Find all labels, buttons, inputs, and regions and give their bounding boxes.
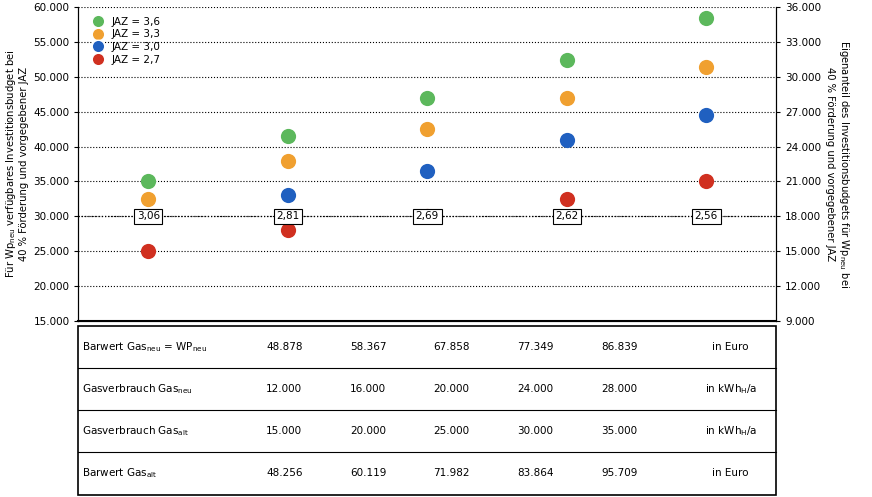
- Point: [281, 191, 295, 199]
- Text: 58.367: 58.367: [350, 341, 386, 352]
- Point: [420, 94, 434, 102]
- Point: [699, 111, 713, 119]
- Text: Gasverbrauch Gas$_{\mathsf{alt}}$: Gasverbrauch Gas$_{\mathsf{alt}}$: [82, 424, 189, 438]
- Text: 35.000: 35.000: [601, 426, 637, 436]
- Point: [560, 136, 574, 144]
- Text: 20.000: 20.000: [433, 384, 470, 394]
- Text: 3,06: 3,06: [137, 211, 160, 221]
- Text: Barwert Gas$_{\mathsf{alt}}$: Barwert Gas$_{\mathsf{alt}}$: [82, 467, 157, 480]
- Text: 71.982: 71.982: [433, 468, 470, 479]
- Text: 2,62: 2,62: [555, 211, 578, 221]
- Point: [141, 247, 155, 255]
- Text: 12.000: 12.000: [266, 384, 303, 394]
- Text: in kWh$_{\mathsf{H}}$/a: in kWh$_{\mathsf{H}}$/a: [705, 424, 757, 438]
- Text: 60.119: 60.119: [350, 468, 386, 479]
- Point: [281, 157, 295, 165]
- Text: 30.000: 30.000: [517, 426, 554, 436]
- Point: [420, 125, 434, 133]
- Point: [560, 94, 574, 102]
- Y-axis label: Für Wp$_\mathsf{neu}$ verfügbares Investitionsbudget bei
40 % Förderung und vorg: Für Wp$_\mathsf{neu}$ verfügbares Invest…: [3, 50, 29, 278]
- Text: in Euro: in Euro: [712, 341, 749, 352]
- Text: 67.858: 67.858: [433, 341, 470, 352]
- Point: [420, 212, 434, 220]
- Point: [699, 14, 713, 22]
- Point: [560, 195, 574, 203]
- Text: Gasverbrauch Gas$_{\mathsf{neu}}$: Gasverbrauch Gas$_{\mathsf{neu}}$: [82, 382, 193, 396]
- Legend: JAZ = 3,6, JAZ = 3,3, JAZ = 3,0, JAZ = 2,7: JAZ = 3,6, JAZ = 3,3, JAZ = 3,0, JAZ = 2…: [84, 12, 165, 69]
- Text: Barwert Gas$_{\mathsf{neu}}$ = WP$_{\mathsf{neu}}$: Barwert Gas$_{\mathsf{neu}}$ = WP$_{\mat…: [82, 340, 207, 353]
- Text: 28.000: 28.000: [601, 384, 637, 394]
- Text: 2,69: 2,69: [416, 211, 439, 221]
- Point: [699, 177, 713, 185]
- Point: [141, 212, 155, 220]
- Text: 20.000: 20.000: [350, 426, 386, 436]
- Text: 2,56: 2,56: [695, 211, 718, 221]
- Point: [560, 56, 574, 64]
- Point: [281, 226, 295, 234]
- Text: 16.000: 16.000: [350, 384, 386, 394]
- Text: 15.000: 15.000: [266, 426, 303, 436]
- Y-axis label: Eigenanteil des Investitionsbudgets für Wp$_\mathsf{neu}$ bei
40 % Förderung und: Eigenanteil des Investitionsbudgets für …: [826, 40, 851, 288]
- Point: [699, 63, 713, 71]
- Text: 86.839: 86.839: [601, 341, 637, 352]
- Point: [420, 167, 434, 175]
- Text: 24.000: 24.000: [517, 384, 554, 394]
- Text: in Euro: in Euro: [712, 468, 749, 479]
- Text: 95.709: 95.709: [601, 468, 637, 479]
- Text: 2,81: 2,81: [276, 211, 299, 221]
- Text: 77.349: 77.349: [517, 341, 554, 352]
- Text: 48.256: 48.256: [266, 468, 303, 479]
- Text: 48.878: 48.878: [266, 341, 303, 352]
- Point: [141, 195, 155, 203]
- Text: 25.000: 25.000: [433, 426, 470, 436]
- Text: in kWh$_{\mathsf{H}}$/a: in kWh$_{\mathsf{H}}$/a: [705, 382, 757, 396]
- Point: [281, 132, 295, 140]
- Point: [141, 177, 155, 185]
- Text: 83.864: 83.864: [517, 468, 554, 479]
